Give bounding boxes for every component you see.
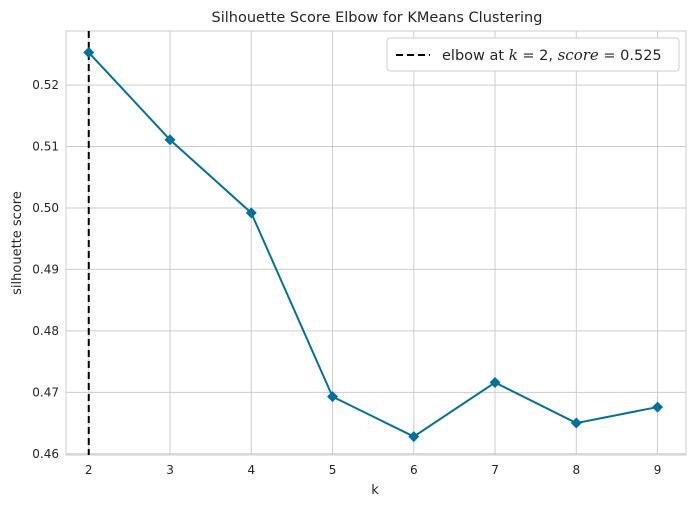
data-point (327, 391, 339, 403)
y-tick-labels: 0.46 0.47 0.48 0.49 0.50 0.51 0.52 (32, 78, 59, 461)
y-tick-label: 0.51 (32, 140, 59, 154)
y-axis-label: silhouette score (10, 191, 25, 295)
legend-score-symbol: score (558, 46, 599, 64)
series-line (88, 51, 658, 438)
chart-title: Silhouette Score Elbow for KMeans Cluste… (212, 10, 543, 26)
legend: elbow at k = 2, score = 0.525 (386, 37, 680, 72)
legend-box (386, 37, 680, 72)
x-axis-label: k (371, 483, 379, 498)
x-tick-label: 7 (491, 463, 499, 477)
y-tick-label: 0.47 (32, 385, 59, 399)
data-point (489, 376, 501, 388)
legend-score-value: = 0.525 (599, 48, 662, 64)
data-point (245, 207, 257, 219)
data-point (652, 401, 664, 413)
y-tick-label: 0.50 (32, 201, 59, 215)
y-tick-label: 0.46 (32, 447, 59, 461)
x-tick-label: 2 (85, 463, 93, 477)
y-tick-label: 0.52 (32, 78, 59, 92)
data-point (408, 431, 420, 443)
legend-label: elbow at k = 2, score = 0.525 (442, 46, 662, 64)
plot-area (65, 30, 687, 456)
legend-k-value: = 2, (518, 48, 558, 64)
grid (66, 31, 686, 455)
x-tick-label: 8 (572, 463, 580, 477)
y-tick-label: 0.49 (32, 262, 59, 276)
series-silhouette (83, 47, 664, 443)
x-tick-label: 4 (247, 463, 255, 477)
data-point (570, 417, 582, 429)
data-point (83, 47, 95, 59)
x-tick-labels: 2 3 4 5 6 7 8 9 (85, 463, 661, 477)
y-tick-label: 0.48 (32, 324, 59, 338)
legend-k-symbol: k (509, 46, 518, 64)
x-tick-label: 5 (329, 463, 337, 477)
x-tick-label: 3 (166, 463, 174, 477)
data-point (164, 134, 176, 146)
x-tick-label: 9 (654, 463, 662, 477)
x-tick-label: 6 (410, 463, 418, 477)
legend-prefix: elbow at (442, 48, 509, 64)
